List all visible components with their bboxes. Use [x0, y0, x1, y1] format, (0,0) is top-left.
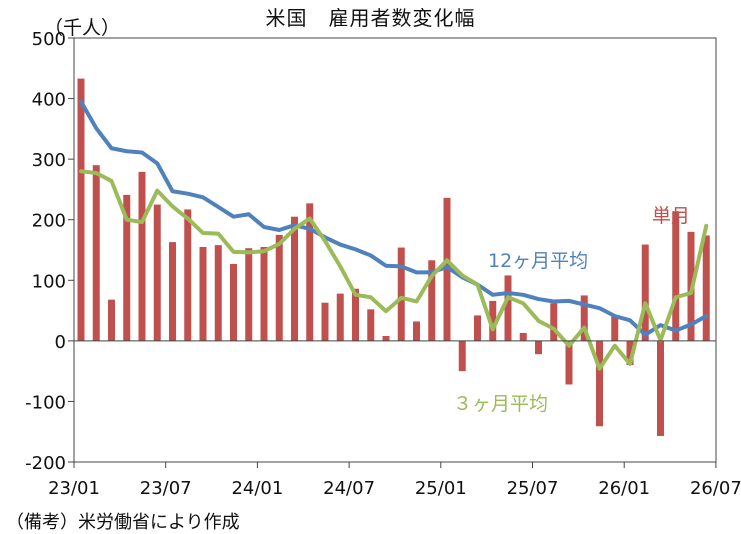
source-note: （備考）米労働省により作成 [6, 512, 240, 533]
y-tick-label: -100 [25, 392, 66, 413]
y-tick-label: 0 [55, 332, 66, 353]
bar-monthly-0 [77, 78, 85, 341]
bar-monthly-39 [672, 211, 680, 341]
x-tick-label: 24/01 [231, 478, 283, 499]
axes-group: 500 400 300 200 100 0 -100 -200 23/01 23/07 24/01 2… [25, 29, 741, 499]
bar-monthly-19 [367, 309, 375, 341]
bar-monthly-18 [352, 288, 359, 341]
y-tick-label: 100 [32, 271, 66, 292]
monthly-bars-group [77, 78, 710, 436]
bar-monthly-20 [382, 336, 390, 341]
bar-monthly-6 [169, 242, 176, 341]
bar-monthly-29 [519, 332, 527, 341]
bar-monthly-2 [108, 299, 115, 341]
y-tick-label: -200 [25, 453, 66, 474]
bar-monthly-23 [428, 260, 436, 341]
bar-monthly-10 [230, 263, 237, 341]
chart-title: 米国 雇用者数変化幅 [265, 6, 476, 30]
bar-monthly-15 [306, 203, 314, 341]
bar-monthly-5 [153, 204, 161, 341]
bar-monthly-4 [138, 171, 146, 341]
line-3-month-average [79, 169, 709, 371]
bar-monthly-30 [535, 340, 542, 355]
bar-monthly-28 [504, 275, 512, 341]
x-tick-label: 25/07 [507, 478, 559, 499]
line-12-month-average [79, 99, 709, 337]
average-lines-group [79, 99, 709, 371]
bar-monthly-12 [260, 246, 268, 341]
series-label-12-month-average: 12ヶ月平均 [488, 250, 588, 272]
x-tick-label: 23/07 [140, 478, 192, 499]
bar-monthly-21 [397, 247, 405, 341]
bar-monthly-38 [657, 340, 664, 436]
x-tick-label: 25/01 [415, 478, 467, 499]
bar-monthly-11 [245, 248, 253, 341]
bar-monthly-17 [336, 293, 344, 341]
bar-monthly-34 [596, 340, 603, 427]
bar-monthly-7 [184, 209, 192, 341]
x-tick-label: 24/07 [323, 478, 375, 499]
series-label-monthly: 単月 [652, 205, 690, 227]
bar-monthly-31 [550, 303, 558, 341]
y-axis-unit-label: （千人） [44, 17, 121, 39]
bar-monthly-16 [321, 302, 329, 341]
x-tick-label: 26/01 [598, 478, 650, 499]
bar-monthly-41 [702, 235, 710, 341]
bar-monthly-24 [443, 197, 451, 341]
bar-monthly-33 [580, 295, 588, 341]
x-tick-label: 23/01 [48, 478, 100, 499]
y-tick-label: 500 [32, 29, 66, 50]
bar-monthly-13 [275, 234, 283, 341]
bar-monthly-35 [611, 316, 619, 341]
bar-monthly-22 [413, 321, 420, 341]
bar-monthly-3 [123, 194, 131, 341]
y-tick-label: 400 [32, 90, 66, 111]
bar-monthly-37 [641, 244, 649, 341]
bar-monthly-14 [291, 216, 298, 341]
bar-monthly-32 [565, 340, 573, 385]
bar-monthly-36 [626, 340, 634, 366]
bar-monthly-25 [458, 340, 466, 372]
bar-monthly-27 [489, 300, 497, 341]
x-tick-label: 26/07 [690, 478, 741, 499]
bar-monthly-26 [474, 315, 481, 341]
y-tick-label: 200 [32, 211, 66, 232]
bar-monthly-1 [92, 165, 100, 341]
series-label-3-month-average: ３ヶ月平均 [453, 393, 548, 415]
y-tick-label: 300 [32, 150, 66, 171]
bar-monthly-9 [214, 245, 222, 341]
bar-monthly-8 [199, 246, 207, 341]
plot-frame [73, 37, 717, 463]
